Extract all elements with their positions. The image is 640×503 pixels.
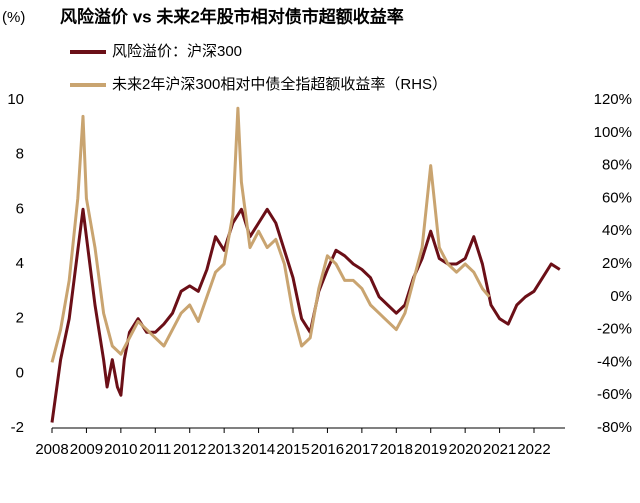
y2-tick-label: 0% [610,288,632,305]
y2-tick-label: -80% [597,419,632,436]
y2-tick-label: 20% [602,255,632,272]
y2-tick-label: -20% [597,321,632,338]
y2-tick-label: -60% [597,386,632,403]
x-tick-label: 2015 [276,441,309,458]
legend-label: 未来2年沪深300相对中债全指超额收益率（RHS） [112,75,447,93]
y-tick-label: -2 [11,419,24,436]
x-tick-label: 2021 [483,441,516,458]
x-tick-label: 2014 [242,441,275,458]
x-tick-label: 2020 [448,441,481,458]
x-tick-label: 2008 [35,441,68,458]
x-tick-label: 2013 [207,441,240,458]
x-tick-label: 2017 [345,441,378,458]
y-axis-label: (%) [2,9,25,26]
y-tick-label: 2 [16,310,24,327]
y-tick-label: 0 [16,364,24,381]
x-tick-label: 2016 [311,441,344,458]
y2-tick-label: 120% [594,91,632,108]
y2-tick-label: 60% [602,189,632,206]
series-line [50,106,491,363]
y2-tick-label: 40% [602,222,632,239]
x-tick-label: 2011 [139,441,171,458]
y-tick-label: 4 [16,255,24,272]
y2-tick-label: 100% [594,124,632,141]
x-tick-label: 2019 [414,441,447,458]
y2-tick-label: -40% [597,353,632,370]
y-tick-label: 8 [16,146,24,163]
x-tick-label: 2012 [173,441,206,458]
legend-label: 风险溢价：沪深300 [112,43,242,60]
x-tick-label: 2022 [517,441,550,458]
series-line [50,207,561,423]
x-tick-label: 2018 [380,441,413,458]
y-tick-label: 6 [16,200,24,217]
y-tick-label: 10 [7,91,24,108]
x-tick-label: 2009 [70,441,103,458]
y2-tick-label: 80% [602,157,632,174]
chart-title: 风险溢价 vs 未来2年股市相对债市超额收益率 [60,6,404,26]
x-tick-label: 2010 [104,441,137,458]
